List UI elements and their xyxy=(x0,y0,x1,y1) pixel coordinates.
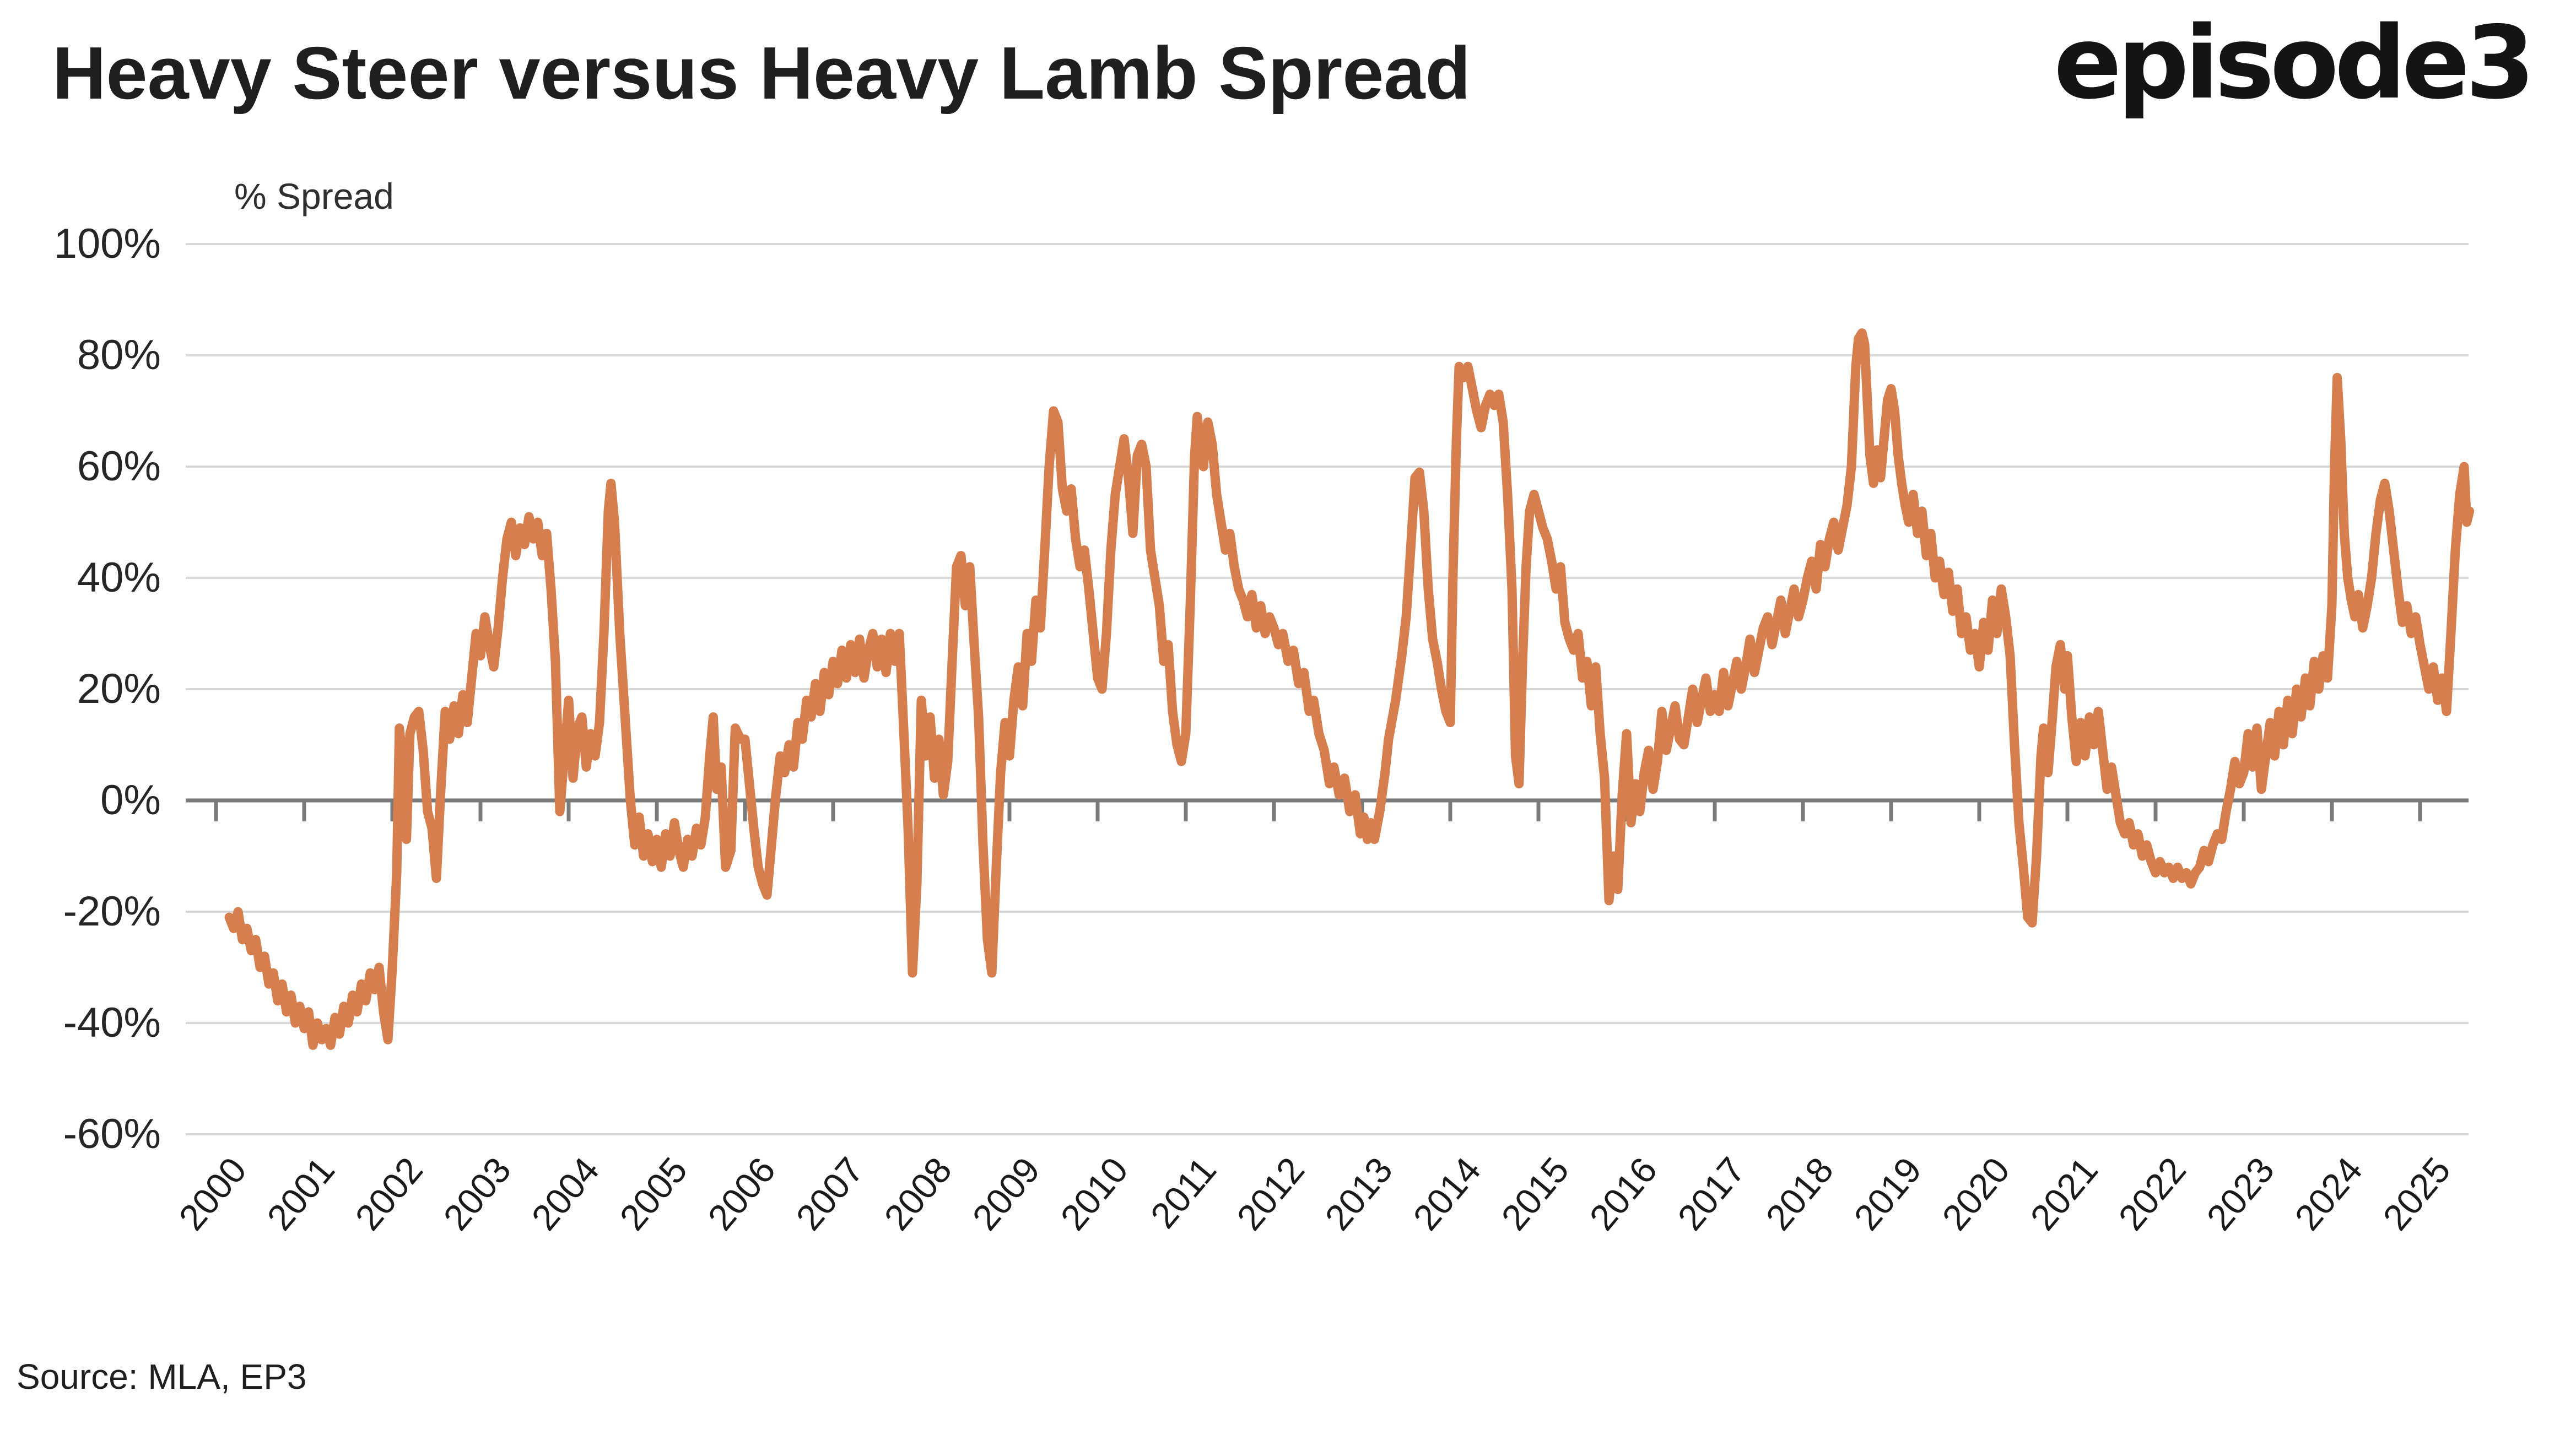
y-tick-label--20: -20% xyxy=(63,888,161,935)
spread-line xyxy=(224,328,2475,1050)
y-tick-label--60: -60% xyxy=(63,1111,161,1157)
source-note: Source: MLA, EP3 xyxy=(17,1357,307,1396)
brand-logo-episode3: episode3 xyxy=(2054,4,2535,121)
y-tick-label-60: 60% xyxy=(77,443,161,490)
y-axis-unit-label: % Spread xyxy=(234,176,394,216)
y-tick-label-100: 100% xyxy=(53,220,161,267)
y-tick-label-40: 40% xyxy=(77,554,161,601)
chart-title: Heavy Steer versus Heavy Lamb Spread xyxy=(52,31,1471,115)
y-tick-label-20: 20% xyxy=(77,665,161,712)
y-tick-label--40: -40% xyxy=(63,999,161,1046)
y-tick-label-80: 80% xyxy=(77,332,161,378)
y-tick-label-0: 0% xyxy=(100,777,161,824)
